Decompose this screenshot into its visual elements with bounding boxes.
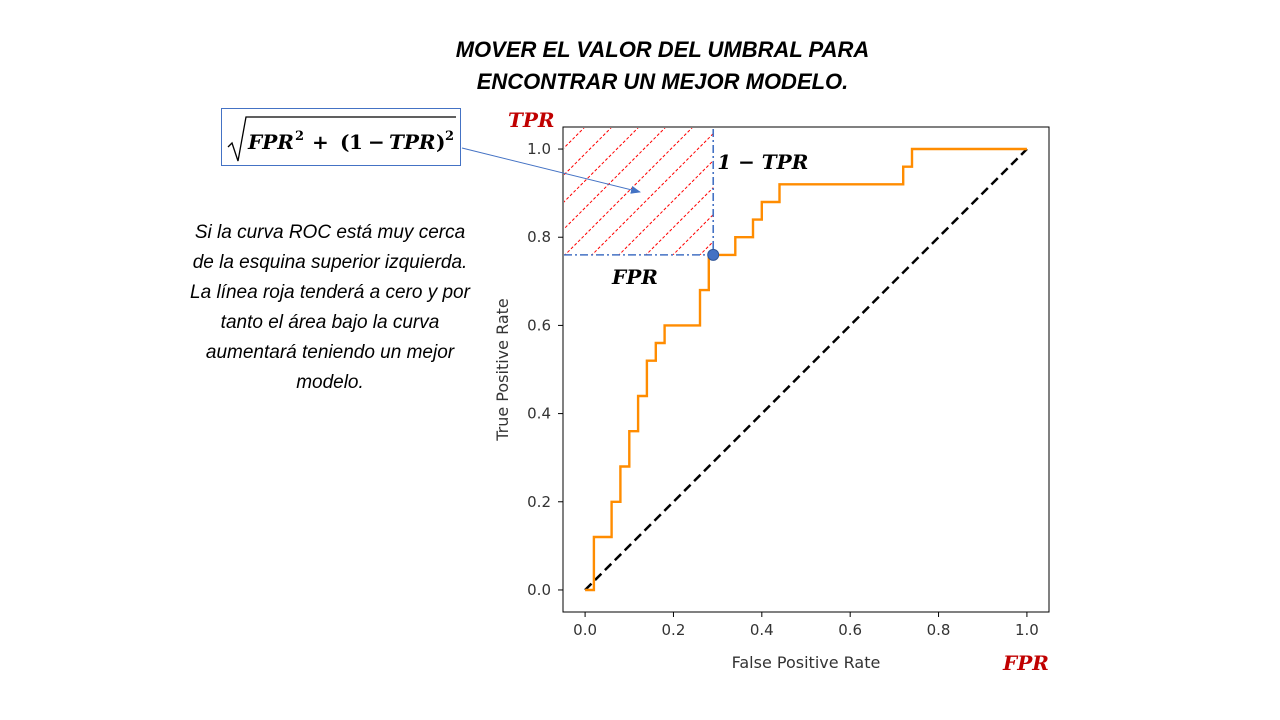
x-tick-label: 1.0: [1015, 621, 1039, 639]
hatch-line: [564, 128, 585, 149]
y-tick-label: 0.2: [527, 493, 551, 511]
hatch-line: [591, 132, 714, 255]
formula-paren-open: (: [340, 130, 349, 154]
hatch-line: [390, 35, 650, 295]
hatch-line: [672, 213, 714, 255]
y-axis-ticks: 0.0 0.2 0.4 0.6 0.8 1.0: [527, 140, 563, 599]
hatch-line: [564, 128, 639, 203]
threshold-point: [707, 248, 720, 261]
one-minus-tpr-label: 1 − TPR: [717, 150, 808, 174]
x-tick-label: 0.8: [927, 621, 951, 639]
hatch-line: [564, 128, 693, 255]
hatch-line: [564, 128, 612, 176]
x-tick-label: 0.4: [750, 621, 774, 639]
hatch-line: [699, 240, 714, 255]
hatch-line: [645, 186, 714, 255]
fpr-axis-annotation: FPR: [1002, 651, 1049, 675]
formula-equation: FPR 2 + ( 1 − TPR ) 2: [227, 116, 456, 162]
formula-minus: −: [368, 130, 385, 154]
formula-box: FPR 2 + ( 1 − TPR ) 2: [221, 108, 461, 166]
y-tick-label: 0.6: [527, 316, 551, 334]
tpr-axis-annotation: TPR: [508, 108, 555, 132]
roc-curve: [585, 147, 1027, 592]
x-axis-ticks: 0.0 0.2 0.4 0.6 0.8 1.0: [573, 612, 1039, 639]
plot-frame: [562, 126, 1050, 613]
y-tick-label: 0.8: [527, 228, 551, 246]
formula-exponent-1: 2: [295, 129, 304, 144]
formula-paren-close: ): [436, 130, 445, 154]
hatch-line: [618, 159, 714, 255]
hatch-line: [849, 35, 1109, 295]
y-tick-label: 1.0: [527, 140, 551, 158]
diagonal-reference-line: [584, 148, 1028, 591]
formula-one: 1: [349, 130, 363, 154]
radical-sign: [227, 116, 456, 162]
x-tick-label: 0.0: [573, 621, 597, 639]
formula-term-tpr: TPR: [389, 130, 436, 154]
description-text: Si la curva ROC está muy cerca de la esq…: [190, 222, 470, 393]
y-tick-label: 0.0: [527, 581, 551, 599]
formula-plus: +: [312, 130, 329, 154]
callout-arrow: [461, 147, 641, 194]
y-tick-label: 0.4: [527, 405, 551, 423]
hatch-line: [363, 35, 623, 295]
formula-exponent-2: 2: [445, 129, 454, 144]
slide-title-line1: MOVER EL VALOR DEL UMBRAL PARA: [455, 37, 870, 62]
slide-title: MOVER EL VALOR DEL UMBRAL PARA ENCONTRAR…: [340, 34, 985, 98]
hatch-line: [795, 35, 1055, 295]
y-axis-label: True Positive Rate: [493, 298, 512, 442]
x-tick-label: 0.6: [838, 621, 862, 639]
formula-term-fpr: FPR: [247, 130, 294, 154]
x-axis-label: False Positive Rate: [732, 653, 881, 672]
hatch-region: [363, 35, 1109, 295]
x-tick-label: 0.2: [662, 621, 686, 639]
slide-title-line2: ENCONTRAR UN MEJOR MODELO.: [476, 69, 849, 94]
hatch-line: [822, 35, 1082, 295]
fpr-segment-label: FPR: [611, 265, 658, 289]
